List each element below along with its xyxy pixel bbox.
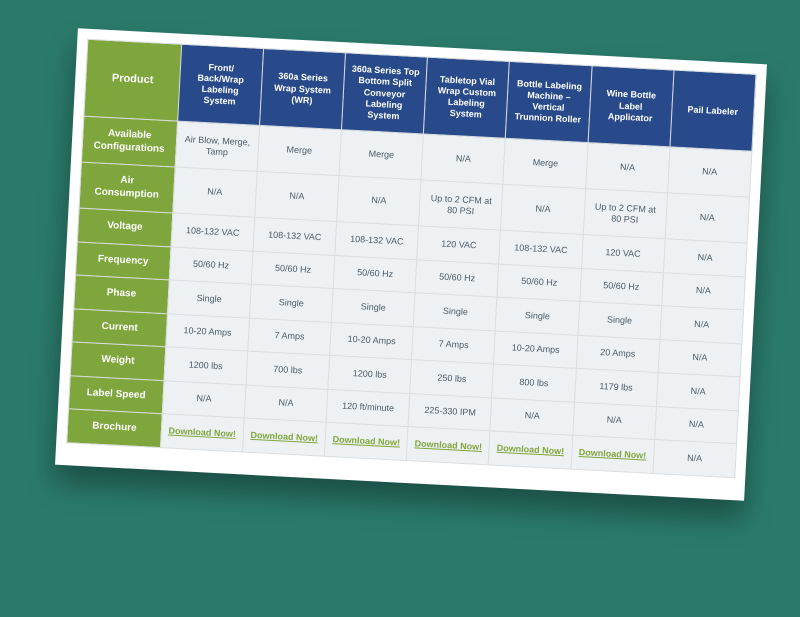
table-cell: Merge <box>257 126 341 176</box>
table-cell: Single <box>496 297 580 335</box>
download-link[interactable]: Download Now! <box>414 438 482 452</box>
table-cell: Single <box>413 293 497 331</box>
table-cell: N/A <box>661 272 745 310</box>
download-link[interactable]: Download Now! <box>250 430 318 444</box>
row-label: Frequency <box>75 242 170 280</box>
table-cell: 50/60 Hz <box>251 251 335 289</box>
table-cell: 700 lbs <box>246 351 330 389</box>
corner-header: Product <box>84 39 182 121</box>
table-cell[interactable]: Download Now! <box>324 423 408 461</box>
table-cell: Single <box>578 302 662 340</box>
table-cell: N/A <box>653 440 737 478</box>
table-cell: N/A <box>421 134 505 184</box>
table-cell: 20 Amps <box>576 335 660 373</box>
row-label: Available Configurations <box>81 116 177 167</box>
table-cell: N/A <box>665 193 750 243</box>
table-cell: 120 ft/minute <box>326 389 410 427</box>
row-label: Weight <box>70 342 165 380</box>
table-cell: N/A <box>572 402 656 440</box>
comparison-table: Product Front/ Back/Wrap Labeling System… <box>66 39 756 478</box>
table-cell: Single <box>167 280 251 318</box>
table-cell: 108-132 VAC <box>499 230 583 268</box>
table-cell: 7 Amps <box>248 318 332 356</box>
table-cell: 800 lbs <box>492 364 576 402</box>
table-cell[interactable]: Download Now! <box>160 414 244 452</box>
row-label: Air Consumption <box>79 162 175 213</box>
download-link[interactable]: Download Now! <box>579 447 647 461</box>
table-cell: 108-132 VAC <box>335 222 419 260</box>
table-cell: Up to 2 CFM at 80 PSI <box>419 180 503 230</box>
table-cell[interactable]: Download Now! <box>489 431 573 469</box>
table-cell: N/A <box>658 339 742 377</box>
col-header: Wine Bottle Label Applicator <box>588 66 674 147</box>
table-cell: Merge <box>339 130 423 180</box>
table-cell: N/A <box>667 147 752 197</box>
table-cell: 10-20 Amps <box>166 314 250 352</box>
table-cell: 10-20 Amps <box>494 331 578 369</box>
col-header: Pail Labeler <box>670 70 756 151</box>
table-cell: Up to 2 CFM at 80 PSI <box>583 189 667 239</box>
table-cell: N/A <box>656 373 740 411</box>
comparison-card: Product Front/ Back/Wrap Labeling System… <box>55 28 767 500</box>
download-link[interactable]: Download Now! <box>168 425 236 439</box>
table-cell: 1200 lbs <box>328 356 412 394</box>
col-header: 360a Series Wrap System (WR) <box>259 48 345 129</box>
table-cell: Air Blow, Merge, Tamp <box>175 121 259 171</box>
table-cell: 10-20 Amps <box>330 322 414 360</box>
table-cell: N/A <box>173 167 257 217</box>
table-cell[interactable]: Download Now! <box>406 427 490 465</box>
table-cell: N/A <box>490 398 574 436</box>
col-header: Tabletop Vial Wrap Custom Labeling Syste… <box>424 57 510 138</box>
table-cell: 250 lbs <box>410 360 494 398</box>
table-cell: Single <box>331 289 415 327</box>
col-header: Front/ Back/Wrap Labeling System <box>177 44 263 125</box>
table-cell: 1200 lbs <box>164 347 248 385</box>
table-cell: N/A <box>585 143 669 193</box>
row-label: Voltage <box>77 208 172 246</box>
row-label: Current <box>72 309 167 347</box>
table-cell: Single <box>249 284 333 322</box>
download-link[interactable]: Download Now! <box>496 443 564 457</box>
table-cell: 108-132 VAC <box>253 218 337 256</box>
table-cell: 50/60 Hz <box>497 264 581 302</box>
table-cell: 50/60 Hz <box>169 247 253 285</box>
table-cell: 50/60 Hz <box>579 268 663 306</box>
table-cell: N/A <box>255 172 339 222</box>
row-label: Label Speed <box>68 376 163 414</box>
table-cell: N/A <box>654 406 738 444</box>
table-cell: 225-330 IPM <box>408 393 492 431</box>
table-cell[interactable]: Download Now! <box>571 435 655 473</box>
table-cell: 108-132 VAC <box>171 213 255 251</box>
table-cell[interactable]: Download Now! <box>242 418 326 456</box>
table-cell: 50/60 Hz <box>415 260 499 298</box>
row-label: Brochure <box>67 409 162 447</box>
table-cell: N/A <box>663 239 747 277</box>
table-cell: Merge <box>503 139 587 189</box>
table-cell: N/A <box>162 380 246 418</box>
col-header: 360a Series Top Bottom Split Conveyor La… <box>341 53 427 134</box>
row-label: Phase <box>74 275 169 313</box>
table-body: Available ConfigurationsAir Blow, Merge,… <box>67 116 752 477</box>
table-cell: N/A <box>337 176 421 226</box>
table-cell: 1179 lbs <box>574 369 658 407</box>
table-cell: N/A <box>660 306 744 344</box>
table-cell: 120 VAC <box>417 226 501 264</box>
download-link[interactable]: Download Now! <box>332 434 400 448</box>
table-cell: N/A <box>244 385 328 423</box>
col-header: Bottle Labeling Machine – Vertical Trunn… <box>506 61 592 142</box>
table-cell: 50/60 Hz <box>333 255 417 293</box>
page-stage: Product Front/ Back/Wrap Labeling System… <box>0 0 800 617</box>
table-cell: N/A <box>501 184 585 234</box>
table-cell: 120 VAC <box>581 235 665 273</box>
table-cell: 7 Amps <box>412 326 496 364</box>
